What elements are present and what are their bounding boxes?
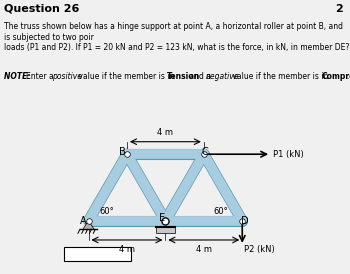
Polygon shape [156, 227, 175, 233]
Text: A: A [80, 216, 87, 226]
Text: E: E [160, 213, 166, 223]
Text: The truss shown below has a hinge support at point A, a horizontal roller at poi: The truss shown below has a hinge suppor… [4, 22, 349, 52]
Text: positive: positive [52, 72, 82, 81]
Text: NOTE:: NOTE: [4, 72, 33, 81]
Text: negative: negative [205, 72, 239, 81]
Text: Compression: Compression [321, 72, 350, 81]
Text: D: D [241, 216, 249, 226]
Text: Tension: Tension [167, 72, 201, 81]
Text: C: C [201, 147, 208, 156]
Text: value if the member is in: value if the member is in [230, 72, 331, 81]
Text: P1 (kN): P1 (kN) [273, 150, 304, 159]
Text: value if the member is in: value if the member is in [76, 72, 177, 81]
Text: Enter a: Enter a [26, 72, 56, 81]
FancyBboxPatch shape [64, 247, 131, 261]
Polygon shape [83, 221, 94, 229]
Text: 60°: 60° [214, 207, 228, 216]
Text: 4 m: 4 m [119, 245, 135, 254]
Text: 2: 2 [335, 4, 343, 14]
Text: Question 26: Question 26 [4, 4, 79, 14]
Text: .: . [346, 72, 349, 81]
Text: 4 m: 4 m [158, 128, 173, 137]
Text: P2 (kN): P2 (kN) [244, 245, 275, 254]
Text: 4 m: 4 m [196, 245, 212, 254]
Text: 60°: 60° [99, 207, 114, 216]
Text: and a: and a [187, 72, 214, 81]
Text: B: B [119, 147, 126, 156]
